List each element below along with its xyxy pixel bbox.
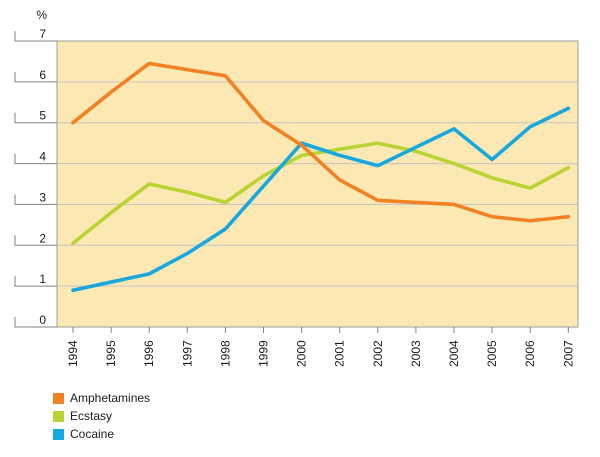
x-tick-label-2001: 2001 — [333, 340, 347, 367]
x-tick-label-1997: 1997 — [180, 340, 194, 367]
amphetamines-swatch — [53, 393, 64, 404]
drug-use-line-chart: % 0 1 2 3 4 5 6 7 1994 1995 1996 1997 1998 1999 2000 20… — [14, 8, 579, 367]
legend-label-cocaine: Cocaine — [70, 427, 115, 441]
plot-background — [57, 41, 578, 327]
legend-item-cocaine: Cocaine — [53, 426, 150, 443]
x-tick-label-2007: 2007 — [561, 340, 575, 367]
legend-item-ecstasy: Ecstasy — [53, 408, 150, 425]
x-tick-label-2002: 2002 — [371, 340, 385, 367]
x-tick-label-2000: 2000 — [295, 340, 309, 367]
y-axis-unit-label: % — [36, 8, 47, 22]
y-tick-1 — [14, 276, 57, 287]
y-tick-label-3: 3 — [39, 190, 46, 204]
x-tick-label-1994: 1994 — [66, 340, 80, 367]
y-tick-7 — [14, 31, 57, 42]
x-tick-label-2003: 2003 — [409, 340, 423, 367]
x-tick-label-2006: 2006 — [523, 340, 537, 367]
chart-plot-area: 0 1 2 3 4 5 6 7 1994 1995 1996 1997 1998 1999 2000 2001… — [14, 27, 579, 367]
y-tick-label-1: 1 — [39, 272, 46, 286]
series-line-ecstasy — [71, 141, 571, 246]
series-line-amphetamines — [71, 61, 571, 223]
x-tick-label-1998: 1998 — [218, 340, 232, 367]
y-tick-label-7: 7 — [39, 27, 46, 41]
y-tick-4 — [14, 153, 57, 165]
y-tick-label-5: 5 — [39, 109, 46, 123]
y-tick-label-6: 6 — [39, 68, 46, 82]
y-tick-label-4: 4 — [39, 150, 46, 164]
legend-label-ecstasy: Ecstasy — [70, 409, 113, 423]
series-line-cocaine — [71, 106, 571, 293]
y-tick-5 — [14, 112, 57, 124]
y-tick-3 — [14, 194, 57, 205]
x-tick-label-2005: 2005 — [485, 340, 499, 367]
x-tick-label-1996: 1996 — [142, 340, 156, 367]
legend-item-amphetamines: Amphetamines — [53, 390, 150, 407]
ecstasy-swatch — [53, 411, 64, 422]
x-tick-label-1999: 1999 — [257, 340, 271, 367]
x-tick-label-2004: 2004 — [447, 340, 461, 367]
x-tick-label-1995: 1995 — [104, 340, 118, 367]
y-tick-6 — [14, 71, 57, 83]
legend-label-amphetamines: Amphetamines — [70, 391, 151, 405]
y-tick-0 — [14, 317, 57, 328]
legend: Amphetamines Ecstasy Cocaine — [53, 390, 150, 444]
y-tick-label-2: 2 — [39, 231, 46, 245]
cocaine-swatch — [53, 429, 64, 440]
y-tick-2 — [14, 235, 57, 246]
y-tick-label-0: 0 — [39, 313, 46, 327]
plot-border — [56, 40, 579, 328]
